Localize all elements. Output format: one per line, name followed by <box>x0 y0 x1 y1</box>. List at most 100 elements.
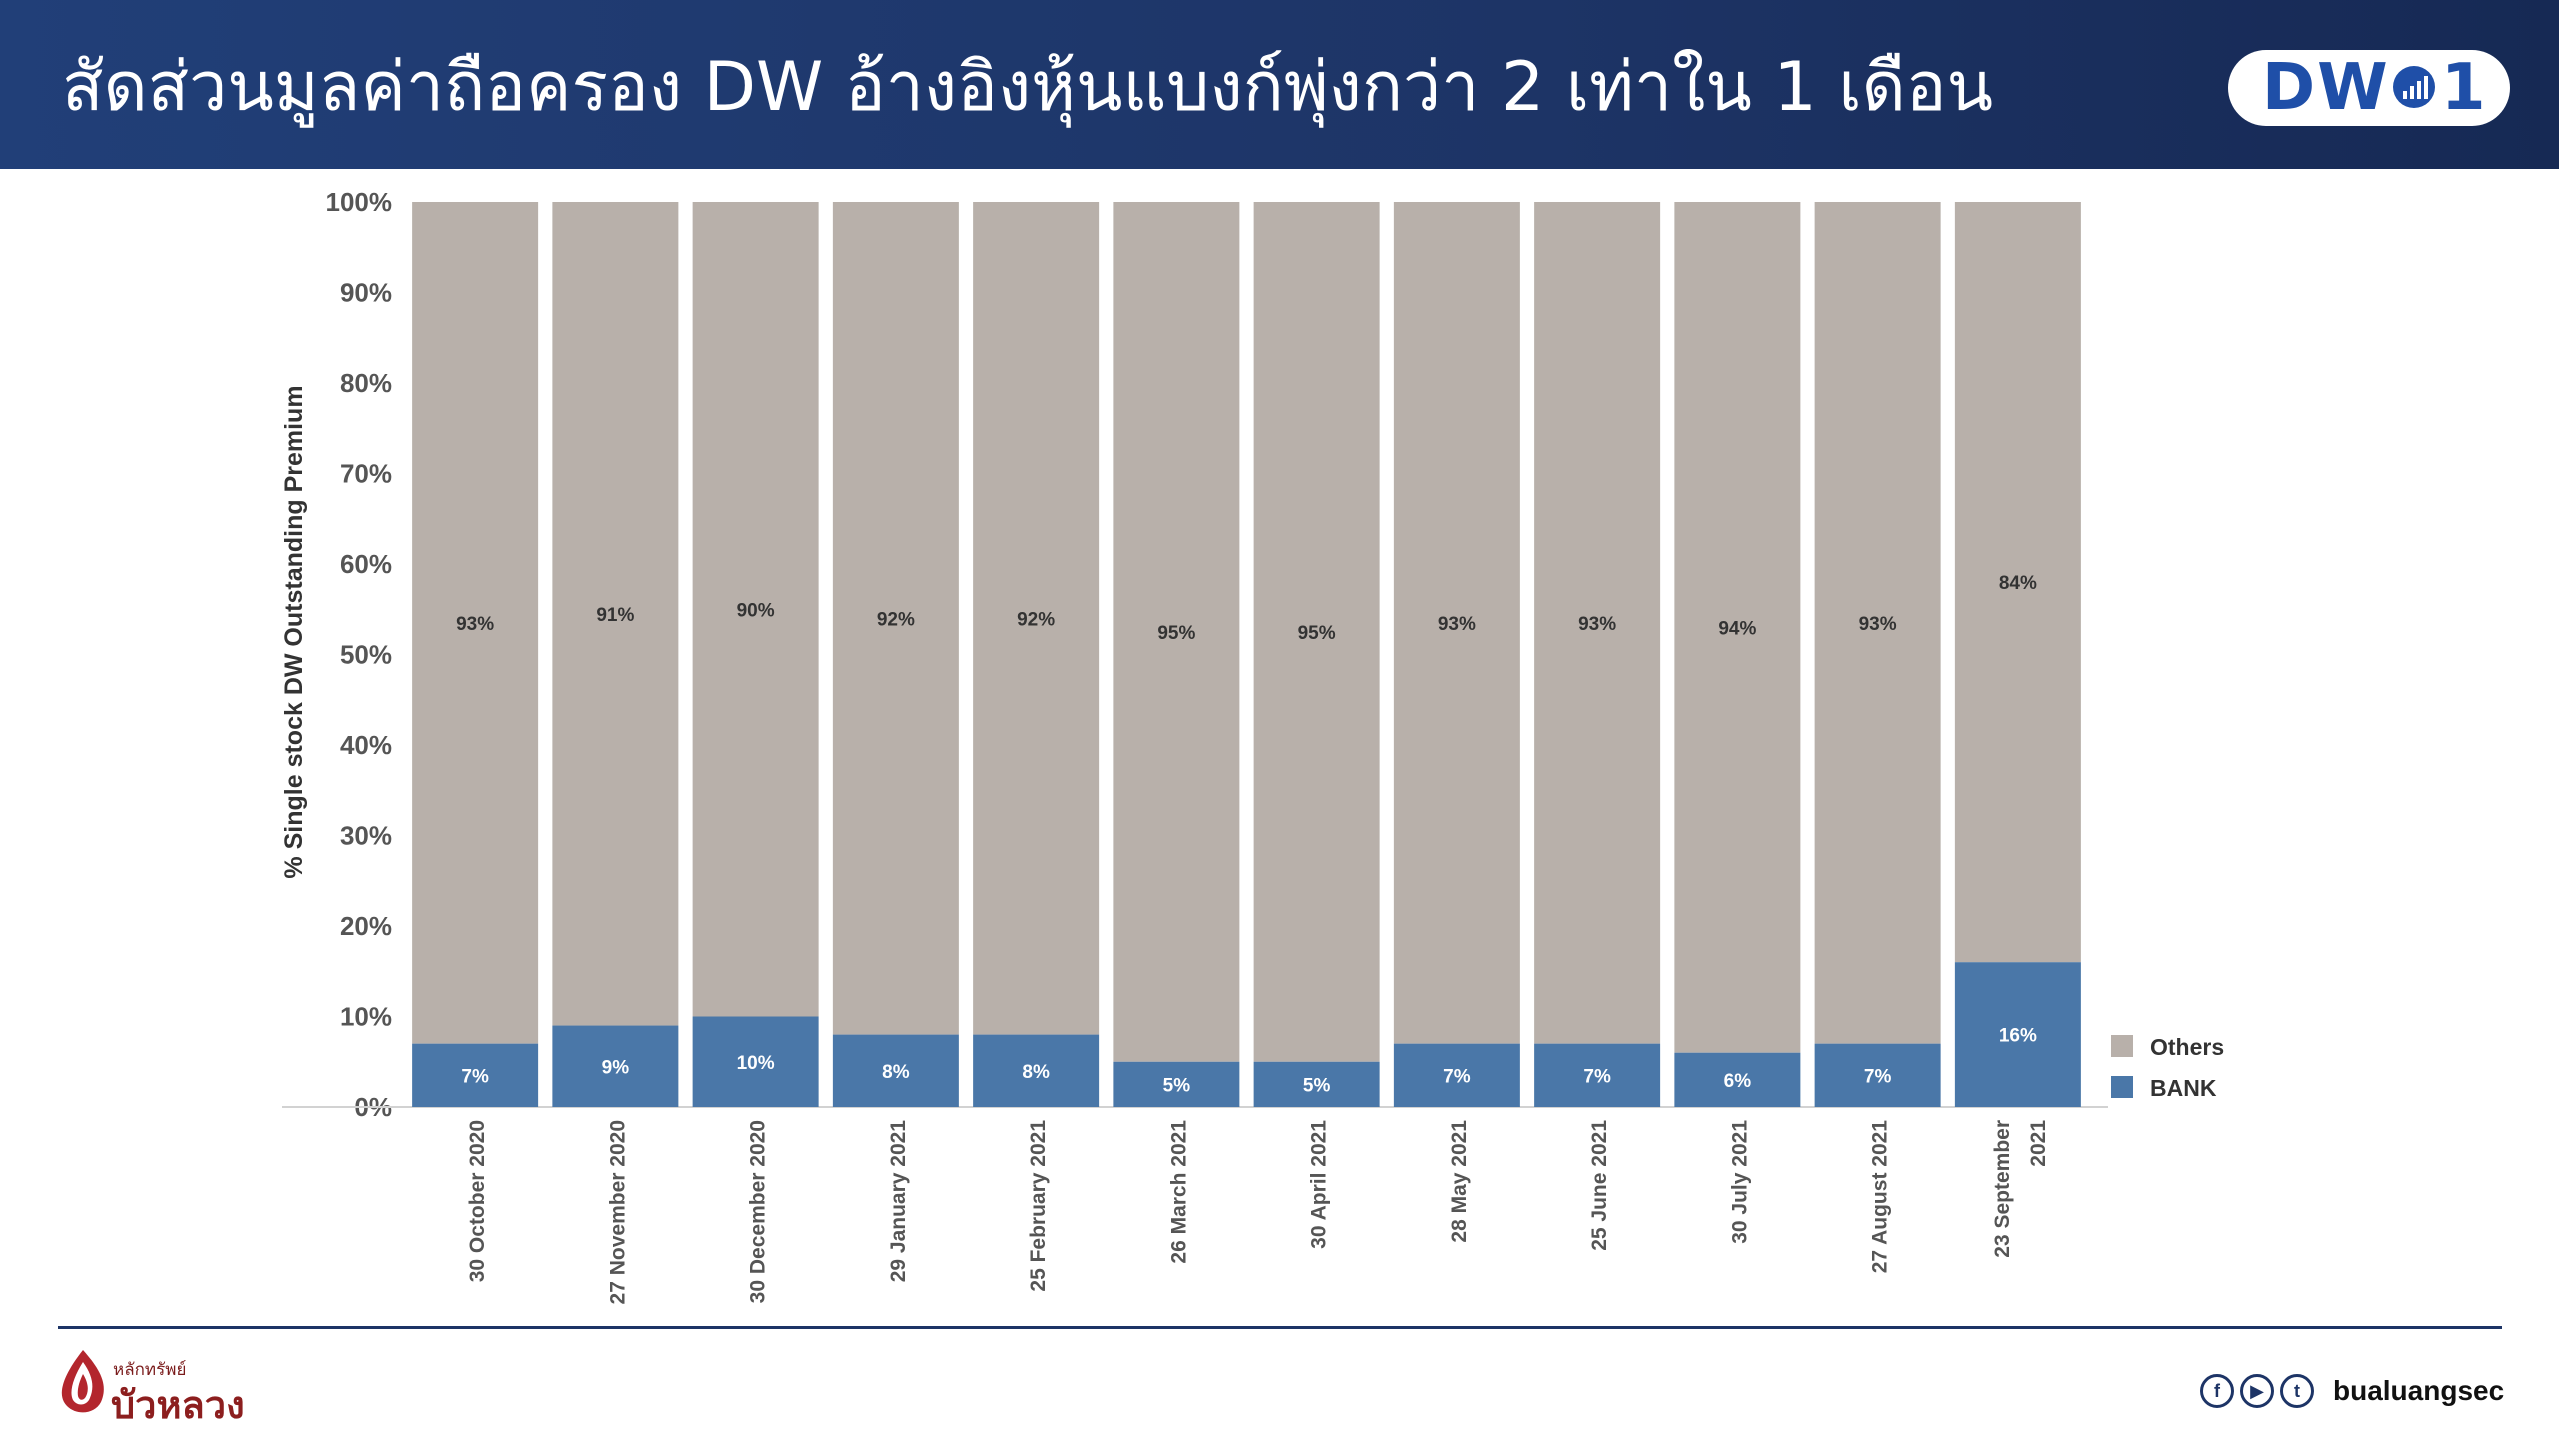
x-tick-label-group: 27 August 2021 <box>1869 1120 1892 1274</box>
data-label-others: 90% <box>737 600 775 621</box>
data-label-others: 93% <box>456 614 494 635</box>
data-label-bank: 7% <box>1864 1066 1892 1087</box>
data-label-bank: 7% <box>1443 1066 1471 1087</box>
y-tick-label: 20% <box>340 911 392 941</box>
y-axis-title: % Single stock DW Outstanding Premium <box>280 385 308 878</box>
y-tick-label: 50% <box>340 640 392 670</box>
youtube-icon[interactable]: ▶ <box>2240 1374 2274 1408</box>
legend-label-others: Others <box>2150 1034 2224 1060</box>
header-bar: สัดส่วนมูลค่าถือครอง DW อ้างอิงหุ้นแบงก์… <box>0 0 2559 169</box>
legend-swatch-bank <box>2111 1076 2133 1098</box>
x-tick-label: 26 March 2021 <box>1167 1120 1190 1264</box>
data-label-others: 93% <box>1859 614 1897 635</box>
x-tick-label: 23 September <box>1991 1120 2014 1258</box>
dw01-logo: DW 1 <box>2228 50 2510 126</box>
x-tick-label-group: 27 November 2020 <box>606 1120 629 1304</box>
data-label-others: 91% <box>596 605 634 626</box>
data-label-bank: 7% <box>1583 1066 1611 1087</box>
data-label-bank: 10% <box>737 1053 775 1074</box>
bar-segment-bank <box>832 1034 959 1107</box>
x-tick-label: 25 June 2021 <box>1588 1120 1611 1251</box>
bar-segment-bank <box>1954 962 2081 1107</box>
data-label-others: 93% <box>1578 614 1616 635</box>
data-label-others: 92% <box>877 609 915 630</box>
x-tick-label-group: 29 January 2021 <box>887 1120 910 1283</box>
bar-segment-bank <box>1674 1052 1801 1107</box>
y-tick-label: 80% <box>340 368 392 398</box>
legend-label-bank: BANK <box>2150 1075 2217 1101</box>
data-label-bank: 16% <box>1999 1026 2037 1047</box>
y-tick-label: 60% <box>340 549 392 579</box>
y-tick-label: 70% <box>340 459 392 489</box>
bar-segment-bank <box>1393 1043 1520 1107</box>
x-tick-label: 30 July 2021 <box>1728 1120 1751 1244</box>
dw-logo-number: 1 <box>2441 51 2486 125</box>
x-tick-label-group: 28 May 2021 <box>1448 1120 1471 1243</box>
data-label-bank: 6% <box>1724 1071 1752 1092</box>
bar-segment-bank <box>412 1043 539 1107</box>
bar-segment-others <box>1393 202 1520 1044</box>
data-label-others: 84% <box>1999 573 2037 594</box>
x-tick-label-group: 23 September 2021 <box>1991 1120 2050 1258</box>
bar-segment-others <box>1814 202 1941 1044</box>
data-label-others: 94% <box>1718 618 1756 639</box>
bar-segment-others <box>552 202 679 1026</box>
bar-segment-others <box>973 202 1100 1035</box>
facebook-icon[interactable]: f <box>2200 1374 2234 1408</box>
data-label-others: 95% <box>1298 623 1336 644</box>
x-tick-label: 29 January 2021 <box>887 1120 910 1283</box>
bar-segment-others <box>1113 202 1240 1062</box>
y-tick-label: 100% <box>326 187 393 217</box>
bar-segment-others <box>1674 202 1801 1053</box>
data-label-bank: 9% <box>602 1057 630 1078</box>
data-label-others: 95% <box>1157 623 1195 644</box>
lotus-icon <box>61 1350 104 1413</box>
twitter-icon[interactable]: t <box>2280 1374 2314 1408</box>
y-tick-label: 30% <box>340 821 392 851</box>
bar-segment-bank <box>1113 1061 1240 1107</box>
bar-segment-others <box>1534 202 1661 1044</box>
data-label-bank: 5% <box>1163 1075 1191 1096</box>
signal-bars-icon <box>2393 66 2435 108</box>
x-tick-label: 27 August 2021 <box>1869 1120 1892 1274</box>
bar-segment-others <box>1253 202 1380 1062</box>
x-tick-label-group: 30 April 2021 <box>1308 1120 1331 1249</box>
page-title: สัดส่วนมูลค่าถือครอง DW อ้างอิงหุ้นแบงก์… <box>62 48 1994 127</box>
data-label-bank: 8% <box>882 1062 910 1083</box>
x-tick-label: 30 December 2020 <box>747 1120 770 1303</box>
x-tick-label: 25 February 2021 <box>1027 1120 1050 1292</box>
bar-segment-others <box>412 202 539 1044</box>
bar-segment-bank <box>1253 1061 1380 1107</box>
bar-segment-bank <box>692 1016 819 1107</box>
data-label-bank: 7% <box>461 1066 489 1087</box>
x-tick-label: 27 November 2020 <box>606 1120 629 1304</box>
bar-segment-bank <box>552 1025 679 1107</box>
bar-segment-bank <box>1814 1043 1941 1107</box>
brand-small-text: หลักทรัพย์ <box>113 1360 187 1380</box>
x-tick-label-group: 25 June 2021 <box>1588 1120 1611 1251</box>
x-tick-label: 30 April 2021 <box>1308 1120 1331 1249</box>
x-tick-label-group: 26 March 2021 <box>1167 1120 1190 1264</box>
y-tick-label: 10% <box>340 1002 392 1032</box>
bar-segment-others <box>692 202 819 1017</box>
data-label-others: 92% <box>1017 609 1055 630</box>
x-tick-label: 28 May 2021 <box>1448 1120 1471 1243</box>
data-label-others: 93% <box>1438 614 1476 635</box>
social-handle: bualuangsec <box>2333 1375 2505 1406</box>
x-tick-label-group: 25 February 2021 <box>1027 1120 1050 1292</box>
data-label-bank: 8% <box>1022 1062 1050 1083</box>
bar-segment-bank <box>973 1034 1100 1107</box>
y-tick-label: 40% <box>340 730 392 760</box>
bar-segment-bank <box>1534 1043 1661 1107</box>
bualuang-logo: หลักทรัพย์ บัวหลวง <box>55 1344 285 1427</box>
legend-swatch-others <box>2111 1035 2133 1057</box>
bar-segment-others <box>832 202 959 1035</box>
dw-logo-text: DW <box>2262 51 2390 125</box>
x-tick-label-group: 30 December 2020 <box>747 1120 770 1303</box>
bar-segment-others <box>1954 202 2081 963</box>
x-tick-label: 2021 <box>2027 1120 2050 1167</box>
data-label-bank: 5% <box>1303 1075 1331 1096</box>
brand-name-text: บัวหลวง <box>111 1383 245 1427</box>
footer-divider <box>58 1326 2502 1329</box>
x-tick-label-group: 30 October 2020 <box>466 1120 489 1282</box>
